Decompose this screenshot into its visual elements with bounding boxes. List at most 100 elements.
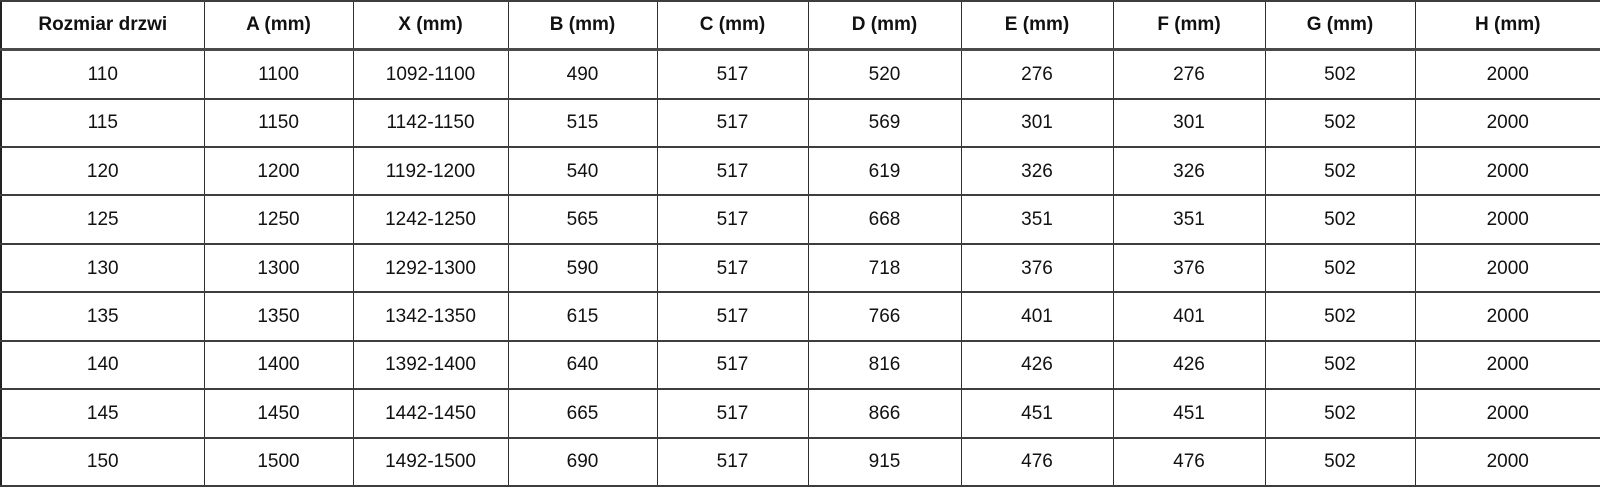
table-cell: 517 [656,339,809,391]
table-cell: 517 [656,145,809,197]
table-cell: 2000 [1414,145,1600,197]
table-cell: 1092-1100 [352,48,509,100]
table-cell: 2000 [1414,339,1600,391]
table-cell: 1292-1300 [352,242,509,294]
table-cell: 1350 [203,291,354,342]
table-cell: 1442-1450 [352,388,509,439]
table-cell: 718 [807,242,962,294]
table-cell: 401 [1112,291,1266,342]
column-header: C (mm) [656,0,809,51]
table-cell: 517 [656,48,809,100]
header-row: Rozmiar drzwi A (mm) X (mm) B (mm) C (mm) D (… [0,0,1600,51]
table-cell: 517 [656,242,809,294]
table-cell: 451 [960,388,1114,439]
table-cell: 816 [807,339,962,391]
table-cell: 502 [1264,388,1416,439]
table-cell: 301 [960,97,1114,149]
table-header: Rozmiar drzwi A (mm) X (mm) B (mm) C (mm) D (… [0,0,1600,51]
table-cell: 2000 [1414,97,1600,149]
table-cell: 1200 [203,145,354,197]
table-cell: 866 [807,388,962,439]
table-cell: 590 [507,242,658,294]
table-cell: 276 [960,48,1114,100]
table-cell: 766 [807,291,962,342]
table-cell: 502 [1264,291,1416,342]
table-cell: 502 [1264,97,1416,149]
table-row: 140 1400 1392-1400 640 517 816 426 426 502 2000 [0,339,1600,391]
table-cell: 2000 [1414,48,1600,100]
table-row: 110 1100 1092-1100 490 517 520 276 276 502 2000 [0,48,1600,100]
column-header: Rozmiar drzwi [0,0,205,51]
table-row: 120 1200 1192-1200 540 517 619 326 326 502 2000 [0,145,1600,197]
table-cell: 351 [1112,194,1266,245]
table-body: 110 1100 1092-1100 490 517 520 276 276 502 2000 11… [0,48,1600,487]
column-header: H (mm) [1414,0,1600,51]
table-cell: 569 [807,97,962,149]
table-cell: 517 [656,97,809,149]
column-header: D (mm) [807,0,962,51]
table-cell: 490 [507,48,658,100]
table-cell: 1300 [203,242,354,294]
table-cell: 276 [1112,48,1266,100]
table-cell: 115 [0,97,205,149]
table-cell: 1250 [203,194,354,245]
table-cell: 2000 [1414,242,1600,294]
column-header: E (mm) [960,0,1114,51]
table-cell: 2000 [1414,194,1600,245]
table-cell: 1342-1350 [352,291,509,342]
table-cell: 1150 [203,97,354,149]
table-cell: 665 [507,388,658,439]
table-cell: 515 [507,97,658,149]
table-cell: 1242-1250 [352,194,509,245]
table-cell: 2000 [1414,291,1600,342]
table-row: 150 1500 1492-1500 690 517 915 476 476 502 2000 [0,436,1600,487]
table-cell: 351 [960,194,1114,245]
column-header: B (mm) [507,0,658,51]
table-cell: 517 [656,291,809,342]
table-cell: 426 [1112,339,1266,391]
table-cell: 502 [1264,339,1416,391]
table-cell: 376 [1112,242,1266,294]
table-cell: 130 [0,242,205,294]
table-row: 130 1300 1292-1300 590 517 718 376 376 502 2000 [0,242,1600,294]
table-cell: 150 [0,436,205,487]
table-cell: 690 [507,436,658,487]
table-cell: 326 [960,145,1114,197]
table-cell: 140 [0,339,205,391]
table-row: 115 1150 1142-1150 515 517 569 301 301 502 2000 [0,97,1600,149]
table-cell: 517 [656,436,809,487]
table-cell: 326 [1112,145,1266,197]
table-cell: 1450 [203,388,354,439]
table-cell: 1500 [203,436,354,487]
table-cell: 110 [0,48,205,100]
column-header: G (mm) [1264,0,1416,51]
table-cell: 1192-1200 [352,145,509,197]
table-cell: 301 [1112,97,1266,149]
table-cell: 1392-1400 [352,339,509,391]
table-cell: 502 [1264,145,1416,197]
table-cell: 401 [960,291,1114,342]
column-header: X (mm) [352,0,509,51]
table-cell: 2000 [1414,436,1600,487]
table-cell: 476 [1112,436,1266,487]
column-header: A (mm) [203,0,354,51]
table-cell: 517 [656,194,809,245]
table-cell: 1142-1150 [352,97,509,149]
table-row: 145 1450 1442-1450 665 517 866 451 451 502 2000 [0,388,1600,439]
table-row: 135 1350 1342-1350 615 517 766 401 401 502 2000 [0,291,1600,342]
table-cell: 145 [0,388,205,439]
table-cell: 125 [0,194,205,245]
table-cell: 502 [1264,242,1416,294]
table-cell: 2000 [1414,388,1600,439]
table-cell: 915 [807,436,962,487]
table-cell: 1100 [203,48,354,100]
table-cell: 502 [1264,194,1416,245]
table-cell: 135 [0,291,205,342]
table-cell: 502 [1264,436,1416,487]
table-cell: 668 [807,194,962,245]
table-cell: 1400 [203,339,354,391]
table-cell: 520 [807,48,962,100]
table-cell: 615 [507,291,658,342]
